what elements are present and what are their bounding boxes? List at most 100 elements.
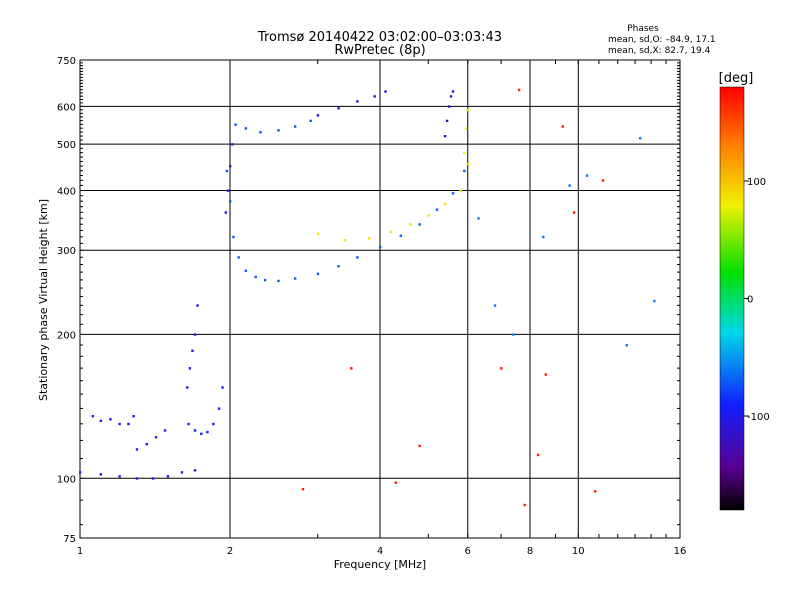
x-tick-label: 1 [77,546,83,557]
phases-o-stats: mean, sd,O: –84.9, 17.1 [608,35,716,45]
data-point [135,477,139,480]
y-tick-label: 200 [57,330,76,341]
data-point [191,349,194,352]
data-point [244,269,248,272]
data-point [118,475,121,478]
data-point [544,373,548,376]
data-point [568,184,571,187]
data-point [384,90,387,93]
data-point [418,223,421,226]
data-point [254,275,257,279]
x-tick-label: 6 [465,546,471,557]
data-point [447,105,451,108]
y-axis-label: Stationary phase Virtual Height [km] [37,199,50,401]
data-point [91,414,95,418]
data-point [259,131,262,134]
data-point [542,235,545,239]
chart-title-line1: Tromsø 20140422 03:02:00–03:03:43 [257,30,502,45]
y-tick-label: 600 [57,102,76,113]
data-point [399,234,403,237]
data-point [309,119,312,123]
colorbar-ticks: 100 0 -100 [744,177,770,423]
data-point [373,95,376,98]
data-point [109,418,112,421]
chart-title-line2: RwPretec (8p) [334,43,425,58]
y-tick-label: 400 [57,186,76,197]
colorbar-tick-label: -100 [747,412,770,423]
data-point [653,299,656,303]
y-tick-label: 100 [57,474,76,485]
data-point [234,123,237,126]
data-point [435,208,439,211]
data-point [224,211,228,214]
data-point [459,189,462,192]
colorbar [719,86,745,511]
data-point [466,162,470,166]
data-point [196,304,199,307]
x-tick-label: 2 [227,546,233,557]
data-point [316,114,320,117]
data-point [409,223,412,226]
data-point [99,473,103,476]
data-point [500,367,503,370]
data-point [277,129,280,132]
x-tick-label: 16 [674,546,687,557]
data-point [464,127,468,130]
data-point [337,265,340,268]
data-point [572,211,576,214]
data-point [163,429,167,432]
y-tick-label: 300 [57,246,76,257]
axis-ticks: 1 2 4 6 8 10 16 75 100 200 300 400 500 600 750 [57,56,686,557]
data-point [186,386,189,389]
data-point [232,235,235,239]
data-point [200,432,203,436]
x-tick-label: 8 [527,546,533,557]
data-point [188,367,192,370]
y-tick-label: 750 [57,56,76,67]
x-axis-label: Frequency [MHz] [334,558,426,571]
data-point [118,422,121,426]
data-point [394,481,398,484]
data-point [277,279,280,283]
data-point [135,448,139,451]
data-point [154,435,158,439]
data-point [466,108,470,112]
y-tick-label: 500 [57,140,76,151]
data-point [418,444,421,448]
data-point [443,202,447,206]
data-point [463,169,466,173]
data-point [225,169,229,173]
data-point [151,477,155,480]
data-point [193,469,197,472]
data-point [639,137,642,140]
data-point [449,95,453,98]
colorbar-tick-label: 100 [747,177,766,188]
data-point [477,217,480,220]
data-point [601,179,605,182]
data-point [367,237,371,240]
data-point [180,471,184,474]
data-point [237,256,240,259]
data-point [350,367,353,370]
data-point [463,151,466,155]
grid-lines [80,60,680,538]
data-point [79,471,82,474]
y-tick-label: 75 [63,534,76,545]
data-point [132,414,135,418]
data-point [212,422,215,426]
data-point [356,100,359,103]
data-point [451,90,455,93]
data-point [536,453,540,457]
data-point [293,125,297,128]
data-point [451,192,455,195]
data-point [512,333,515,336]
data-point [523,503,526,507]
data-point [231,143,234,146]
data-point [187,422,190,426]
data-point [293,277,297,280]
data-point [389,230,392,234]
data-point [427,214,430,217]
data-point [301,487,305,491]
data-point [445,119,449,123]
